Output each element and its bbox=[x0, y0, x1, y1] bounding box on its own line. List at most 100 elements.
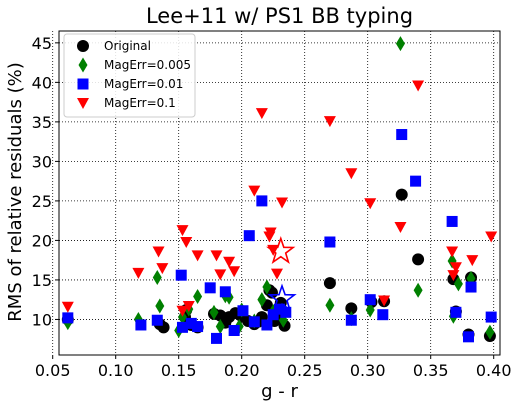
data-point bbox=[378, 295, 391, 307]
data-point bbox=[270, 268, 283, 280]
data-point bbox=[180, 236, 193, 248]
y-tick-label: 15 bbox=[32, 271, 52, 290]
data-point bbox=[211, 332, 222, 344]
data-point bbox=[453, 276, 463, 292]
highlight-star-point bbox=[266, 236, 296, 264]
data-point bbox=[395, 188, 408, 201]
highlight-star-point bbox=[267, 283, 297, 312]
data-point bbox=[176, 225, 189, 237]
data-point bbox=[243, 230, 255, 242]
y-axis-title: RMS of relative residuals (%) bbox=[5, 62, 26, 321]
plot-frame bbox=[58, 30, 501, 356]
y-tick-label: 25 bbox=[32, 192, 52, 211]
legend-box bbox=[63, 33, 196, 118]
data-point bbox=[446, 215, 458, 227]
data-point bbox=[463, 331, 474, 343]
legend-label: Original bbox=[104, 39, 151, 53]
data-point bbox=[450, 306, 462, 318]
data-point bbox=[214, 269, 227, 281]
data-point bbox=[191, 250, 204, 262]
legend-label: MagErr=0.1 bbox=[104, 96, 176, 110]
data-point bbox=[156, 263, 169, 275]
data-point bbox=[447, 270, 460, 282]
data-point bbox=[394, 221, 407, 233]
data-point bbox=[248, 316, 260, 328]
data-point bbox=[485, 311, 497, 323]
series-marker-4 bbox=[266, 236, 296, 264]
data-point bbox=[132, 267, 145, 279]
data-point bbox=[237, 305, 249, 317]
legend-marker bbox=[78, 57, 88, 73]
data-point bbox=[345, 168, 358, 180]
data-point bbox=[485, 324, 495, 340]
legend-marker bbox=[77, 40, 89, 52]
data-point bbox=[248, 185, 261, 197]
x-tick-label: 0.40 bbox=[476, 361, 512, 380]
data-point bbox=[177, 309, 187, 325]
data-point bbox=[410, 175, 422, 187]
x-tick-label: 0.20 bbox=[224, 361, 260, 380]
x-axis-title: g - r bbox=[261, 381, 298, 402]
data-point bbox=[395, 36, 405, 52]
y-tick-label: 20 bbox=[32, 231, 52, 250]
axis-ticks: 0.05 0.10 0.15 0.20 0.25 0.30 0.35 0.40 10 15 20 25… bbox=[32, 34, 512, 380]
data-point bbox=[264, 227, 277, 239]
data-point bbox=[413, 282, 423, 298]
y-tick-label: 10 bbox=[32, 310, 52, 329]
data-point bbox=[204, 282, 216, 294]
data-point bbox=[449, 262, 462, 274]
y-tick-label: 35 bbox=[32, 113, 52, 132]
data-point bbox=[396, 129, 408, 141]
data-point bbox=[365, 302, 375, 318]
data-point bbox=[155, 298, 165, 314]
data-point bbox=[185, 317, 197, 329]
data-point bbox=[364, 294, 376, 306]
data-point bbox=[61, 301, 74, 313]
x-tick-label: 0.35 bbox=[413, 361, 449, 380]
y-tick-label: 30 bbox=[32, 152, 52, 171]
data-point bbox=[135, 319, 147, 331]
data-point bbox=[152, 270, 162, 286]
data-point bbox=[262, 279, 272, 295]
data-point bbox=[261, 319, 273, 331]
x-tick-label: 0.10 bbox=[98, 361, 134, 380]
y-tick-label: 40 bbox=[32, 73, 52, 92]
x-tick-label: 0.25 bbox=[287, 361, 323, 380]
data-point bbox=[446, 246, 459, 258]
data-point bbox=[323, 116, 336, 128]
legend-label: MagErr=0.005 bbox=[104, 58, 191, 72]
data-point bbox=[255, 108, 268, 120]
x-tick-label: 0.15 bbox=[161, 361, 197, 380]
chart-title: Lee+11 w/ PS1 BB typing bbox=[146, 4, 413, 28]
data-point bbox=[219, 286, 231, 298]
data-point bbox=[62, 312, 74, 324]
data-point bbox=[152, 246, 165, 258]
data-point bbox=[256, 195, 268, 207]
data-point bbox=[345, 314, 357, 326]
data-point bbox=[192, 321, 204, 333]
legend-marker bbox=[77, 98, 89, 109]
data-point bbox=[209, 304, 219, 320]
data-point bbox=[257, 292, 267, 308]
x-tick-label: 0.30 bbox=[350, 361, 386, 380]
data-point bbox=[228, 266, 241, 278]
data-point bbox=[276, 197, 289, 209]
legend-label: MagErr=0.01 bbox=[104, 77, 183, 91]
series-marker-5 bbox=[267, 283, 297, 312]
data-point bbox=[412, 253, 425, 266]
data-point bbox=[176, 321, 188, 333]
data-point bbox=[151, 314, 163, 326]
data-point bbox=[485, 231, 498, 243]
data-point bbox=[465, 281, 477, 293]
data-point bbox=[267, 309, 279, 321]
data-point bbox=[325, 297, 335, 313]
data-points bbox=[61, 36, 498, 344]
x-tick-label: 0.05 bbox=[35, 361, 71, 380]
y-tick-label: 45 bbox=[32, 34, 52, 53]
data-point bbox=[215, 319, 225, 335]
legend-marker bbox=[77, 78, 89, 90]
data-point bbox=[466, 255, 479, 267]
data-point bbox=[193, 289, 203, 305]
data-point bbox=[228, 325, 240, 337]
